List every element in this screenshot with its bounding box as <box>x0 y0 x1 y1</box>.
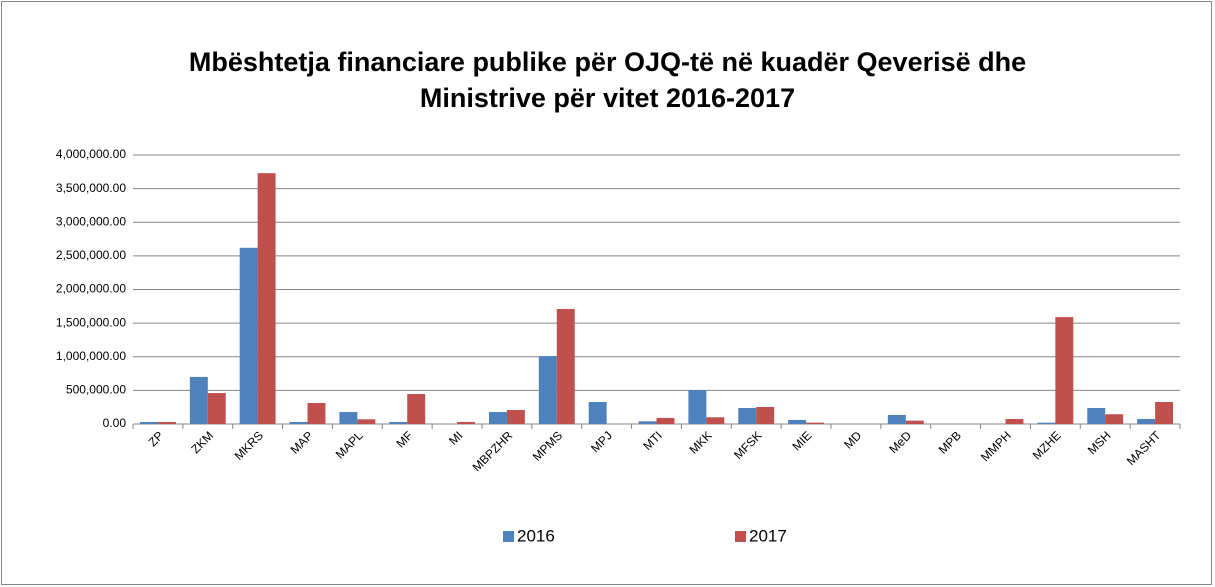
bar <box>556 309 575 424</box>
x-tick-label: MPJ <box>588 428 615 455</box>
bar <box>289 421 308 424</box>
bar <box>139 421 158 424</box>
bar <box>887 414 906 424</box>
bar <box>457 421 476 424</box>
legend-swatch <box>735 531 746 542</box>
bar <box>538 356 557 424</box>
y-tick-label: 0.00 <box>103 416 127 430</box>
x-tick-label: MFSK <box>731 428 764 461</box>
bar <box>257 173 276 424</box>
bar <box>756 406 775 424</box>
x-tick-label: MZHE <box>1030 428 1064 462</box>
x-tick-label: MAPL <box>333 428 366 461</box>
bar <box>1055 317 1074 424</box>
x-tick-label: MSH <box>1085 428 1114 457</box>
x-tick-label: MD <box>841 428 864 451</box>
x-tick-label: MPB <box>936 428 964 456</box>
bar <box>339 412 358 424</box>
bar <box>407 394 426 424</box>
legend-label: 2017 <box>749 526 787 545</box>
x-tick-label: MF <box>393 428 415 450</box>
legend-swatch <box>503 531 514 542</box>
bar <box>207 393 226 424</box>
bar <box>688 390 707 424</box>
bar <box>806 422 825 424</box>
x-tick-label: MASHT <box>1124 428 1164 468</box>
bar <box>1005 418 1024 424</box>
bar <box>488 412 507 424</box>
bar <box>588 402 607 424</box>
y-tick-label: 4,000,000.00 <box>56 147 126 161</box>
chart-title: Mbështetja financiare publike për OJQ-të… <box>188 47 1027 113</box>
x-tick-label: MeD <box>886 428 914 456</box>
bar <box>706 417 725 424</box>
y-tick-label: 500,000.00 <box>66 383 126 397</box>
y-tick-label: 2,500,000.00 <box>56 248 126 262</box>
y-tick-label: 3,500,000.00 <box>56 181 126 195</box>
x-tick-label: MKK <box>686 428 714 456</box>
y-tick-label: 3,000,000.00 <box>56 214 126 228</box>
bar <box>157 421 176 424</box>
bar <box>506 410 525 424</box>
x-tick-label: MTI <box>640 428 665 453</box>
x-tick-label: MAP <box>288 428 316 456</box>
x-tick-label: MBPZHR <box>470 428 516 474</box>
bar <box>1137 418 1156 424</box>
bar <box>307 403 326 424</box>
bar <box>1105 414 1124 424</box>
x-tick-label: MKRS <box>232 428 266 462</box>
bar <box>656 417 675 424</box>
bar <box>738 407 757 424</box>
x-tick-label: MPMS <box>530 428 565 463</box>
bar <box>189 376 208 424</box>
x-tick-label: MIE <box>789 428 814 453</box>
x-tick-label: MI <box>446 428 465 447</box>
bar <box>788 419 807 424</box>
x-tick-label: ZKM <box>188 428 216 456</box>
bar <box>638 421 657 424</box>
x-tick-label: MMPH <box>978 428 1014 464</box>
bar <box>1037 422 1056 424</box>
bar <box>239 247 258 424</box>
bar <box>1087 407 1106 424</box>
x-tick-label: ZP <box>146 428 167 449</box>
bar <box>905 420 924 424</box>
bar <box>389 421 408 424</box>
y-tick-label: 2,000,000.00 <box>56 282 126 296</box>
y-tick-label: 1,500,000.00 <box>56 315 126 329</box>
y-tick-label: 1,000,000.00 <box>56 349 126 363</box>
legend-label: 2016 <box>517 526 555 545</box>
bar <box>357 419 376 424</box>
bar <box>1155 402 1174 424</box>
